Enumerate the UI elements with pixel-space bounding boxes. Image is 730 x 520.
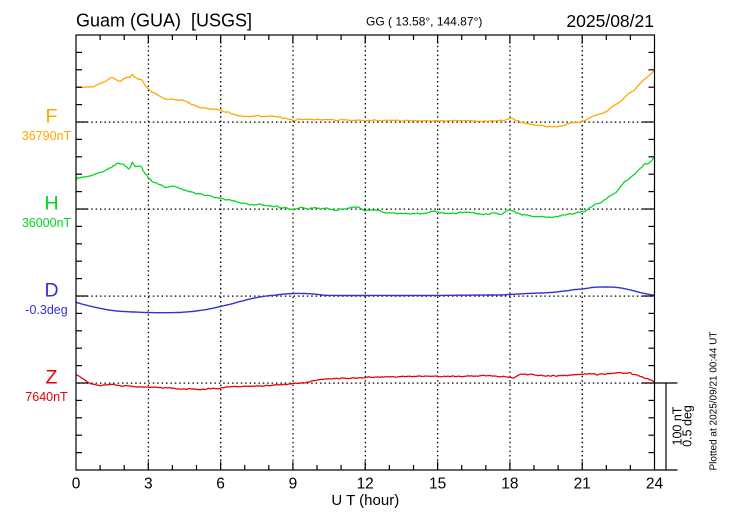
- svg-text:Guam (GUA) [USGS]: Guam (GUA) [USGS]: [76, 10, 252, 30]
- svg-text:7640nT: 7640nT: [25, 390, 68, 404]
- svg-text:21: 21: [574, 475, 591, 492]
- svg-text:12: 12: [357, 475, 374, 492]
- svg-text:2025/08/21: 2025/08/21: [566, 11, 654, 31]
- svg-text:Z: Z: [46, 366, 58, 388]
- svg-text:F: F: [46, 105, 58, 127]
- svg-text:15: 15: [429, 475, 446, 492]
- svg-text:-0.3deg: -0.3deg: [25, 303, 67, 317]
- svg-text:36790nT: 36790nT: [22, 129, 72, 143]
- svg-text:36000nT: 36000nT: [22, 216, 72, 230]
- svg-text:0.5 deg: 0.5 deg: [681, 405, 695, 447]
- svg-text:24: 24: [646, 475, 664, 492]
- svg-text:18: 18: [501, 475, 518, 492]
- svg-text:3: 3: [144, 475, 153, 492]
- svg-text:100 nT: 100 nT: [671, 406, 685, 445]
- svg-text:6: 6: [216, 475, 225, 492]
- svg-text:GG ( 13.58°, 144.87°): GG ( 13.58°, 144.87°): [366, 14, 482, 28]
- svg-text:0: 0: [72, 475, 81, 492]
- svg-text:9: 9: [289, 475, 298, 492]
- svg-text:D: D: [44, 279, 58, 301]
- svg-text:H: H: [44, 192, 58, 214]
- svg-text:Plotted at 2025/09/21 00:44 UT: Plotted at 2025/09/21 00:44 UT: [709, 332, 720, 471]
- svg-text:U T (hour): U T (hour): [331, 492, 399, 509]
